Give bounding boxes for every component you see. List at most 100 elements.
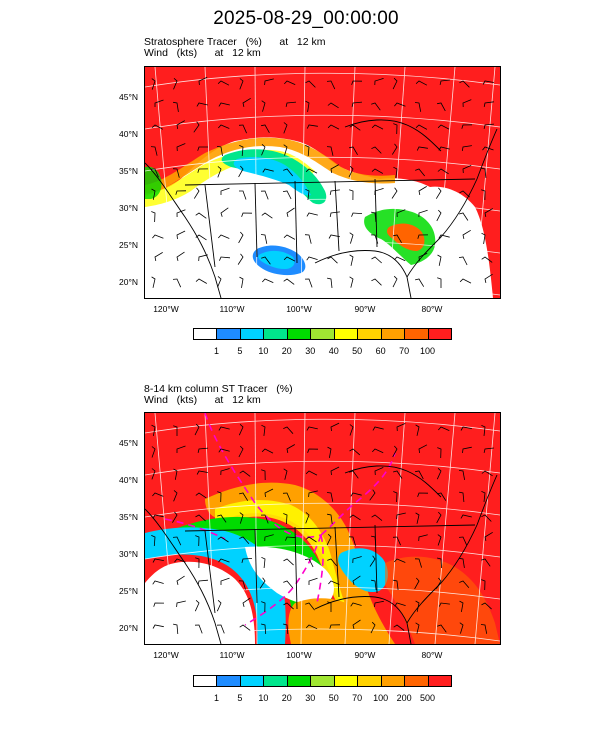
wind-barb bbox=[437, 492, 447, 501]
wind-barb bbox=[436, 577, 442, 589]
wind-barb bbox=[173, 425, 178, 436]
wind-barb bbox=[283, 623, 289, 635]
colorbar-swatch bbox=[286, 675, 312, 687]
wind-barb bbox=[415, 278, 425, 287]
wind-barb bbox=[172, 536, 182, 546]
wind-barb bbox=[220, 468, 230, 476]
wind-barb bbox=[462, 165, 472, 174]
colorbar-label: 100 bbox=[373, 693, 389, 703]
colorbar-swatch bbox=[216, 675, 241, 687]
wind-barb bbox=[415, 622, 420, 634]
panel1-tracer-north bbox=[145, 67, 500, 298]
wind-barb bbox=[220, 577, 230, 585]
wind-barb bbox=[198, 76, 208, 86]
wind-barb bbox=[327, 102, 339, 109]
colorbar-swatch bbox=[357, 675, 382, 687]
wind-barb bbox=[218, 124, 230, 129]
panel2-tracer-yellow-band bbox=[215, 500, 347, 611]
panel1-lon-label: 100°W bbox=[286, 304, 312, 314]
wind-barb bbox=[371, 535, 377, 547]
panel1-title-line1: Stratosphere Tracer (%) at 12 km bbox=[144, 36, 326, 48]
wind-barb bbox=[371, 278, 382, 286]
wind-barb bbox=[195, 535, 200, 547]
wind-barb bbox=[217, 536, 229, 543]
wind-barb bbox=[260, 234, 268, 244]
wind-barb bbox=[458, 256, 468, 266]
wind-barb bbox=[327, 513, 333, 524]
wind-barb bbox=[438, 426, 450, 431]
wind-barb bbox=[283, 278, 295, 285]
wind-barb bbox=[349, 470, 359, 479]
wind-barb bbox=[196, 470, 208, 475]
wind-barb bbox=[483, 101, 494, 107]
wind-barb bbox=[437, 277, 442, 288]
colorbar-label: 30 bbox=[305, 346, 316, 356]
wind-barb bbox=[349, 124, 361, 131]
panel2-lat-label: 45°N bbox=[119, 438, 138, 448]
colorbar-swatch bbox=[427, 675, 452, 687]
colorbar-label: 100 bbox=[420, 346, 436, 356]
wind-barb bbox=[328, 234, 340, 239]
wind-barb bbox=[219, 256, 231, 261]
wind-barb bbox=[326, 533, 332, 546]
wind-barb bbox=[217, 166, 222, 178]
wind-barb bbox=[481, 602, 492, 610]
wind-barb bbox=[459, 557, 465, 568]
wind-barb bbox=[327, 601, 332, 612]
wind-barb bbox=[282, 492, 291, 502]
wind-barb bbox=[242, 97, 251, 107]
wind-barb bbox=[194, 624, 203, 634]
wind-barb bbox=[483, 123, 495, 129]
wind-barb bbox=[417, 234, 429, 239]
wind-barb bbox=[393, 166, 398, 178]
panel2-tracer-gulf-orange bbox=[288, 598, 369, 644]
wind-barb bbox=[217, 276, 222, 288]
wind-barb bbox=[172, 168, 180, 178]
wind-barb bbox=[304, 234, 312, 244]
wind-barb bbox=[438, 602, 450, 607]
wind-barb bbox=[264, 488, 274, 498]
wind-barb bbox=[327, 558, 338, 567]
colorbar-label: 70 bbox=[399, 346, 410, 356]
panel2-lon-label: 80°W bbox=[421, 650, 443, 660]
colorbar-swatch bbox=[404, 328, 429, 340]
wind-barb bbox=[415, 600, 420, 612]
wind-barb bbox=[154, 252, 163, 261]
colorbar-swatch bbox=[263, 675, 288, 687]
colorbar-swatch bbox=[263, 328, 288, 340]
wind-barb bbox=[438, 146, 450, 151]
colorbar-label: 20 bbox=[281, 693, 292, 703]
panel2-magenta-contours bbox=[164, 413, 396, 626]
wind-barb bbox=[392, 77, 398, 90]
wind-barb bbox=[152, 492, 164, 497]
colorbar-label: 50 bbox=[328, 693, 339, 703]
wind-barb bbox=[481, 470, 493, 477]
wind-barb bbox=[306, 124, 318, 129]
wind-barb bbox=[197, 579, 209, 585]
wind-barb bbox=[437, 254, 442, 266]
wind-barb bbox=[330, 422, 340, 432]
wind-barb bbox=[197, 168, 209, 173]
panel1-title-line2: Wind (kts) at 12 km bbox=[144, 47, 261, 59]
wind-barb bbox=[152, 558, 164, 563]
wind-barb bbox=[305, 188, 310, 200]
wind-barb bbox=[238, 424, 244, 436]
panel1-tracer-orange-band bbox=[145, 137, 395, 197]
wind-barb bbox=[217, 491, 222, 503]
wind-barb bbox=[173, 101, 179, 112]
wind-barb bbox=[151, 124, 164, 130]
wind-barb bbox=[305, 512, 310, 524]
wind-barb bbox=[459, 600, 464, 612]
panel1-tracer-cyan-band bbox=[233, 157, 311, 196]
wind-barb bbox=[348, 165, 354, 178]
wind-barb bbox=[393, 470, 403, 479]
wind-barb bbox=[371, 514, 383, 521]
colorbar-label: 10 bbox=[258, 346, 269, 356]
wind-barb bbox=[326, 80, 336, 90]
panel1-lat-label: 30°N bbox=[119, 203, 138, 213]
colorbar-swatch bbox=[310, 328, 335, 340]
panel2-lon-label: 90°W bbox=[354, 650, 376, 660]
wind-barb bbox=[176, 143, 186, 152]
panel1-lat-label: 40°N bbox=[119, 129, 138, 139]
wind-barb bbox=[349, 276, 354, 288]
